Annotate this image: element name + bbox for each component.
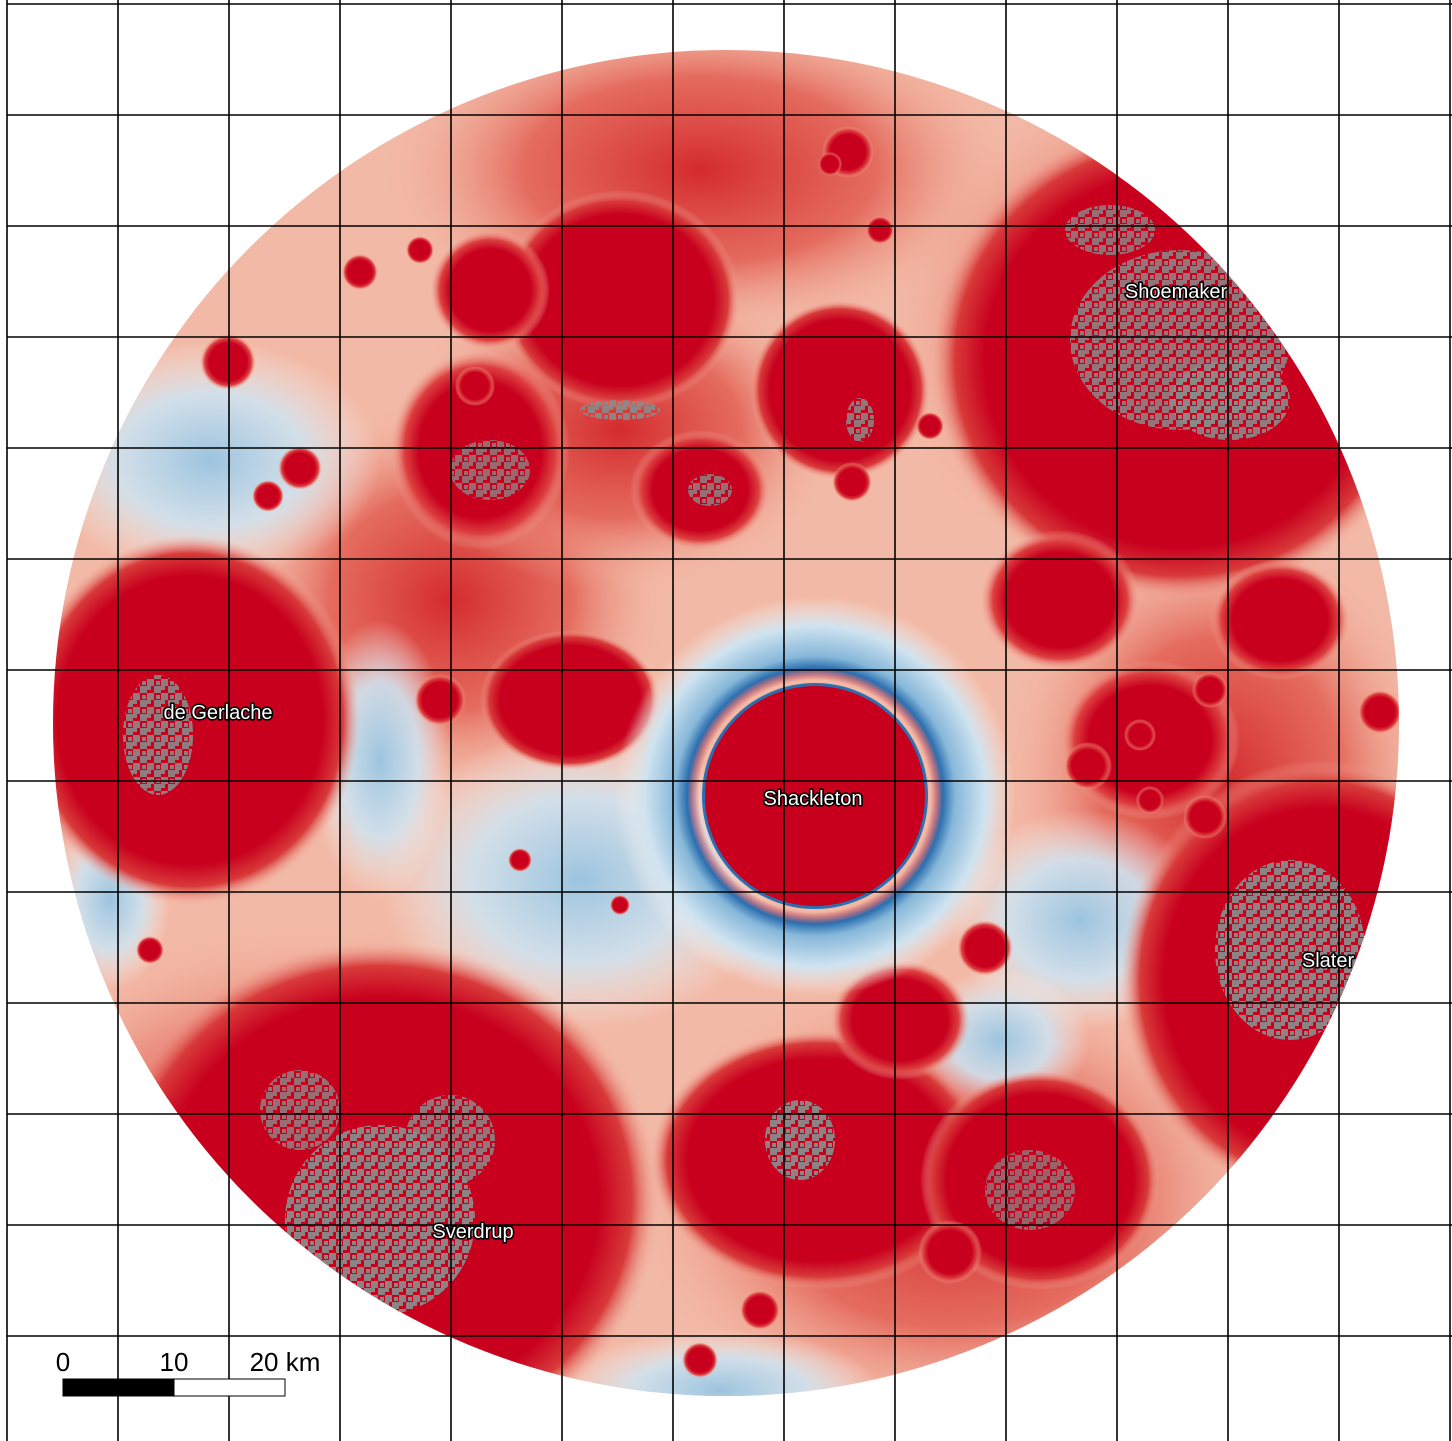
label-shoemaker: Shoemaker xyxy=(1125,281,1228,303)
scale-label-10: 10 xyxy=(160,1347,189,1377)
crater-labels: Shoemaker de Gerlache Shackleton Slater … xyxy=(162,279,1356,1244)
scale-label-20-km: 20 km xyxy=(250,1347,321,1377)
label-slater: Slater xyxy=(1302,950,1355,972)
label-sverdrup: Sverdrup xyxy=(432,1221,513,1243)
scale-bar: 0 10 20 km xyxy=(56,1347,321,1397)
scale-label-0: 0 xyxy=(56,1347,70,1377)
shackleton-crater xyxy=(615,596,1015,996)
label-de-gerlache: de Gerlache xyxy=(164,702,273,724)
no-data-regions xyxy=(123,205,1365,1315)
map-grid xyxy=(6,0,1452,1441)
scale-bar-empty-segment xyxy=(173,1378,286,1397)
small-craters xyxy=(136,126,1399,1378)
scale-bar-filled-segment xyxy=(62,1378,175,1397)
label-shackleton: Shackleton xyxy=(764,788,863,810)
